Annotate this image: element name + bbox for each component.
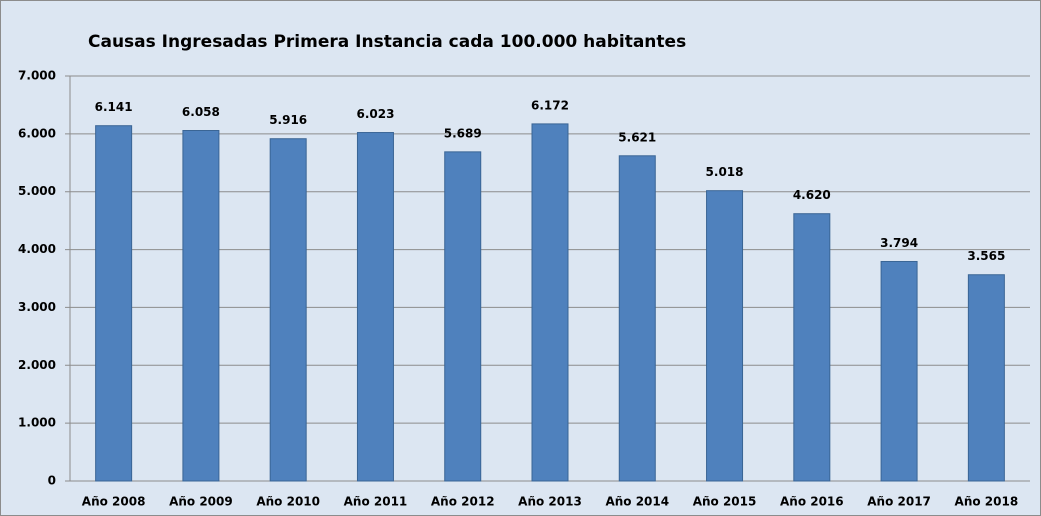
y-tick-label: 7.000 [18,69,56,83]
bar [793,213,831,482]
x-tick-label: Año 2013 [518,495,582,509]
bar [95,125,133,482]
y-tick-label: 3.000 [18,300,56,314]
data-label: 6.023 [356,107,394,121]
x-tick-label: Año 2010 [256,495,320,509]
chart-title: Causas Ingresadas Primera Instancia cada… [88,32,686,52]
bar [880,260,918,482]
y-tick-label: 0 [48,474,56,488]
data-label: 4.620 [793,188,831,202]
data-label: 6.172 [531,98,569,112]
bar [706,190,744,482]
x-tick-label: Año 2012 [431,495,495,509]
data-label: 5.018 [706,165,744,179]
data-label: 6.058 [182,105,220,119]
data-label: 5.916 [269,113,307,127]
bar [356,132,394,482]
x-tick-label: Año 2017 [867,495,931,509]
data-label: 3.565 [967,249,1005,263]
x-tick-label: Año 2011 [344,495,408,509]
bar [618,155,656,482]
y-tick-label: 1.000 [18,416,56,430]
y-tick-label: 2.000 [18,358,56,372]
y-tick-label: 4.000 [18,242,56,256]
bar [182,130,220,482]
data-label: 6.141 [95,100,133,114]
x-tick-label: Año 2014 [605,495,669,509]
x-tick-label: Año 2009 [169,495,233,509]
x-tick-label: Año 2018 [955,495,1019,509]
data-label: 3.794 [880,236,918,250]
data-label: 5.689 [444,126,482,140]
y-tick-label: 5.000 [18,184,56,198]
x-tick-label: Año 2015 [693,495,757,509]
x-tick-label: Año 2008 [82,495,146,509]
bar [967,274,1005,482]
bar [269,138,307,482]
bar [444,151,482,482]
data-label: 5.621 [618,130,656,144]
y-tick-label: 6.000 [18,126,56,140]
x-tick-label: Año 2016 [780,495,844,509]
bar [531,123,569,482]
